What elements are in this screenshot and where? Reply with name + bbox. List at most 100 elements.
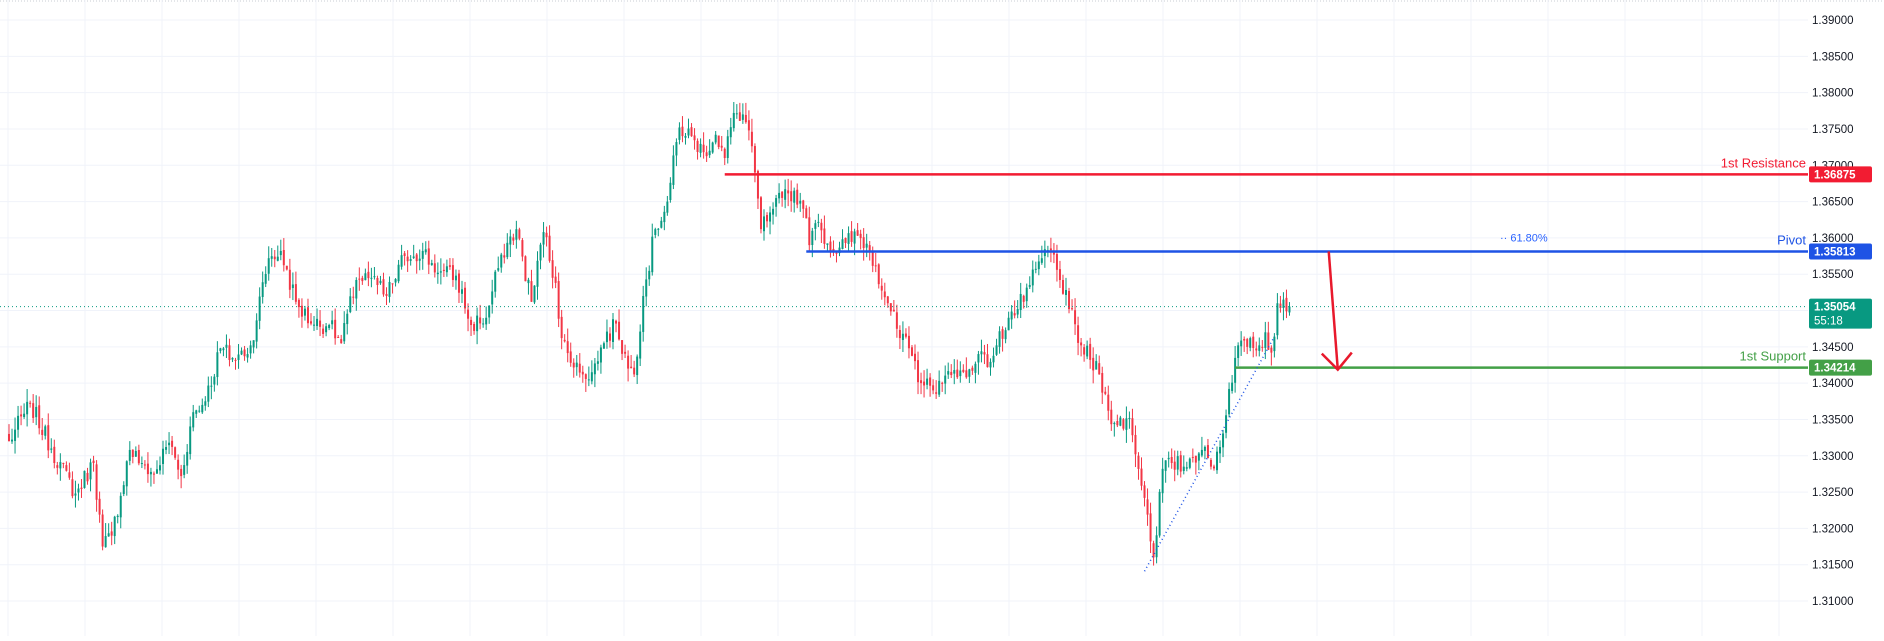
candle [808,206,811,251]
candle-body [20,414,23,417]
candle [325,322,328,337]
candle-body [548,235,551,261]
candle-body [1058,269,1061,280]
candle [1182,455,1185,475]
candle [1125,406,1128,443]
candle [1019,282,1022,319]
candle-body [231,357,234,360]
candle-body [1031,269,1034,286]
candle [747,110,750,141]
candle [98,491,101,523]
candle [171,435,174,456]
candle [343,311,346,344]
candle [53,439,56,469]
candle-body [651,236,654,273]
candle-body [877,264,880,285]
candle-body [303,308,306,316]
candle [1158,489,1161,538]
candle [590,360,593,385]
candle [346,309,349,335]
candle [38,396,41,435]
candle-body [113,516,116,537]
candle [1152,540,1155,566]
candle-body [790,191,793,202]
candle-body [134,450,137,457]
candle-body [645,279,648,297]
candle [935,380,938,399]
candle-body [781,191,784,198]
candle [1282,292,1285,321]
candle-body [364,273,367,281]
candle-body [491,291,494,305]
candle-body [684,135,687,138]
candle-body [935,392,938,394]
candle [376,275,379,295]
candle-body [240,350,243,355]
candle-body [294,284,297,302]
candle [817,213,820,228]
candle-body [596,361,599,364]
candle-body [1185,467,1188,469]
candle-body [198,410,201,412]
candle [1028,276,1031,289]
candle [494,269,497,298]
candle-body [563,339,566,342]
candle-body [608,333,611,341]
candle [802,199,805,218]
candle [850,221,853,247]
candle-body [1240,340,1243,347]
candle-body [146,463,149,475]
candle [183,454,186,479]
price-axis[interactable]: 1.390001.385001.380001.375001.370001.365… [1809,15,1872,608]
y-tick-label: 1.32000 [1812,523,1854,535]
candle [1231,374,1234,394]
y-tick-label: 1.38500 [1812,51,1854,63]
candle-body [630,366,633,369]
candle-body [533,285,536,303]
candle [1089,337,1092,369]
level-name-0: 1st Resistance [1721,155,1806,170]
candle [168,432,171,455]
candle-body [669,182,672,201]
candle-body [944,375,947,384]
candle [149,467,152,487]
candle [497,256,500,272]
candle-body [917,360,920,383]
candle [143,460,146,470]
candle [889,303,892,316]
candle-body [805,208,808,219]
candle [442,263,445,278]
candle [608,327,611,348]
candle-body [527,279,530,284]
candle-body [808,217,811,246]
candle [895,304,898,338]
candle [838,241,841,257]
candle [769,206,772,235]
candle [165,440,168,455]
candle-body [711,142,714,153]
candle-body [1083,347,1086,355]
candle-body [255,320,258,342]
candle-body [1219,447,1222,454]
candle [400,244,403,270]
candle [506,233,509,260]
candle-body [442,269,445,272]
candle [430,259,433,266]
candle [989,358,992,376]
y-tick-label: 1.36500 [1812,197,1854,209]
candle [844,237,847,249]
candle [1185,461,1188,472]
candle [382,272,385,297]
candle [258,287,261,330]
candle-body [1279,303,1282,308]
candle [1052,243,1055,264]
candle [1173,450,1176,482]
candle-body [847,233,850,244]
candle-body [1158,491,1161,536]
candle-body [605,331,608,343]
candle [415,253,418,274]
candle-body [986,354,989,368]
candle [267,246,270,281]
